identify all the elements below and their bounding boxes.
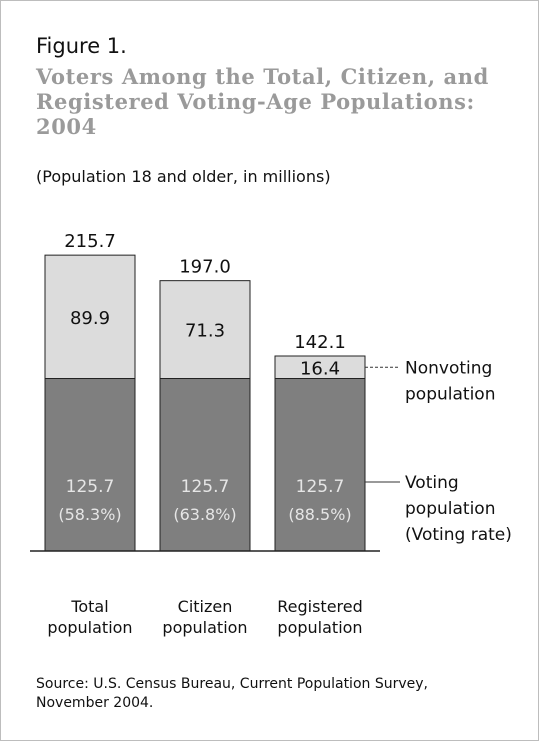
total-label-2: 142.1 [294, 332, 346, 353]
voting-rate-label-1: (63.8%) [173, 505, 236, 524]
total-label-0: 215.7 [64, 231, 116, 252]
bar-voting-2 [275, 379, 365, 551]
source-note: Source: U.S. Census Bureau, Current Popu… [36, 675, 476, 713]
voting-label-1: 125.7 [181, 477, 230, 497]
legend-voting-0: Voting [405, 473, 459, 493]
voting-rate-label-2: (88.5%) [288, 505, 351, 524]
category-label-1-1: population [162, 618, 247, 637]
bar-voting-1 [160, 379, 250, 551]
legend-voting-2: (Voting rate) [405, 525, 512, 545]
bar-voting-0 [45, 379, 135, 551]
legend-nonvoting-0: Nonvoting [405, 358, 492, 378]
nonvoting-label-0: 89.9 [70, 308, 110, 329]
voting-label-0: 125.7 [66, 477, 115, 497]
legend-nonvoting-1: population [405, 384, 495, 404]
legend-group: Nonvoting population Voting population (Voti… [365, 358, 512, 545]
category-label-0-1: population [47, 618, 132, 637]
legend-voting-1: population [405, 499, 495, 519]
voting-label-2: 125.7 [296, 477, 345, 497]
category-label-0-0: Total [70, 597, 108, 616]
category-label-1-0: Citizen [178, 597, 233, 616]
category-label-2-1: population [277, 618, 362, 637]
voting-rate-label-0: (58.3%) [58, 505, 121, 524]
nonvoting-label-1: 71.3 [185, 321, 225, 342]
category-label-2-0: Registered [277, 597, 363, 616]
total-label-1: 197.0 [179, 257, 231, 278]
nonvoting-label-2: 16.4 [300, 358, 340, 379]
